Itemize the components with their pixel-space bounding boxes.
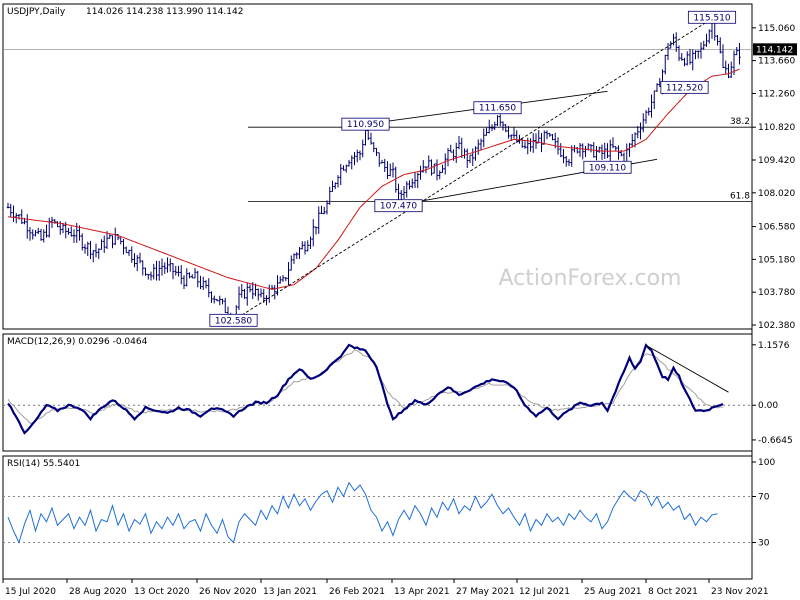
price-annotation-label: 110.950 xyxy=(347,120,384,130)
price-annotation-box xyxy=(209,313,258,327)
ohlc-readout: 114.026 114.238 113.990 114.142 xyxy=(86,7,243,17)
x-tick-label: 13 Oct 2020 xyxy=(134,587,190,597)
last-price-box xyxy=(753,43,797,56)
price-annotation-box xyxy=(473,101,522,115)
macd-tick-label: -0.6645 xyxy=(758,436,793,446)
price-annotation-box xyxy=(660,80,709,94)
macd-tick-label: 1.1576 xyxy=(758,341,790,351)
y-tick-label: 109.420 xyxy=(758,156,795,166)
x-tick-label: 13 Jan 2021 xyxy=(263,587,317,597)
x-tick-label: 26 Feb 2021 xyxy=(329,587,385,597)
rsi-tick-label: 100 xyxy=(758,458,775,468)
rsi-tick-label: 70 xyxy=(758,493,770,503)
price-annotation-label: 107.470 xyxy=(380,202,417,212)
fib-label: 61.8 xyxy=(730,191,750,201)
fib-label: 38.2 xyxy=(730,117,750,127)
x-tick-label: 23 Nov 2021 xyxy=(711,587,769,597)
rsi-line xyxy=(7,481,718,544)
price-annotation-box xyxy=(341,117,390,131)
watermark: ActionForex.com xyxy=(499,266,682,291)
x-tick-label: 26 Nov 2020 xyxy=(199,587,257,597)
y-tick-label: 108.020 xyxy=(758,189,795,199)
price-annotation-box xyxy=(583,160,632,174)
y-tick-label: 105.180 xyxy=(758,255,795,265)
x-tick-label: 8 Oct 2021 xyxy=(648,587,698,597)
price-annotation-box xyxy=(687,10,737,24)
x-tick-label: 15 Jul 2020 xyxy=(5,587,56,597)
last-price-label: 114.142 xyxy=(756,45,793,55)
rsi-tick-label: 30 xyxy=(758,539,770,549)
x-tick-label: 27 May 2021 xyxy=(456,587,515,597)
price-annotation-label: 109.110 xyxy=(589,163,626,173)
moving-average-line xyxy=(7,68,740,290)
x-tick-label: 13 Apr 2021 xyxy=(394,587,450,597)
macd-line xyxy=(7,343,724,435)
y-tick-label: 102.380 xyxy=(758,321,795,331)
y-tick-label: 113.660 xyxy=(758,57,795,67)
y-tick-label: 103.780 xyxy=(758,288,795,298)
price-annotation-label: 112.520 xyxy=(666,83,703,93)
price-annotation-label: 102.580 xyxy=(215,316,252,326)
y-tick-label: 115.060 xyxy=(758,24,795,34)
macd-title: MACD(12,26,9) 0.0296 -0.0464 xyxy=(7,337,148,347)
macd-pane-frame xyxy=(2,333,753,452)
trendline xyxy=(233,14,718,321)
price-annotation-label: 115.510 xyxy=(693,13,730,23)
x-tick-label: 12 Jul 2021 xyxy=(519,587,570,597)
price-annotation-label: 111.650 xyxy=(479,104,516,114)
x-tick-label: 28 Aug 2020 xyxy=(69,587,127,597)
y-tick-label: 110.820 xyxy=(758,123,795,133)
x-tick-label: 25 Aug 2021 xyxy=(584,587,642,597)
macd-signal-line xyxy=(7,349,724,424)
price-annotation-box xyxy=(374,199,423,213)
y-tick-label: 112.260 xyxy=(758,89,795,99)
rsi-title: RSI(14) 55.5401 xyxy=(7,459,80,469)
main-title: USDJPY,Daily xyxy=(7,7,66,17)
macd-trendline xyxy=(645,344,729,393)
macd-tick-label: 0.00 xyxy=(758,401,778,411)
y-tick-label: 106.580 xyxy=(758,223,795,233)
